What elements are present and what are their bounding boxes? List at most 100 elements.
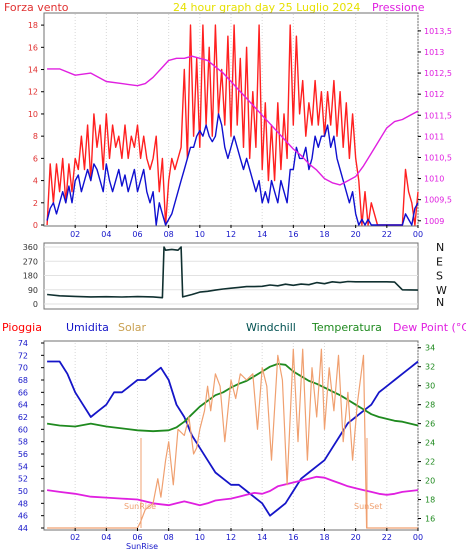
y-right-tick-label: 1010 (424, 175, 444, 184)
x-tick-label: 08 (164, 533, 174, 542)
y-left-tick-label: 2 (33, 199, 38, 208)
x-tick-label: 22 (382, 230, 392, 239)
x-tick-label: 04 (101, 230, 111, 239)
y-left-tick-label: 6 (33, 154, 38, 163)
panel2-gridlines (44, 246, 418, 305)
sun-markers: SunRise SunSet SunRise (124, 438, 382, 551)
y-left-tick-label: 64 (18, 401, 28, 410)
y-right-tick-label: 20 (425, 477, 435, 486)
compass-label: W (436, 284, 447, 297)
y-left-tick-label: 180 (23, 272, 38, 281)
panel3-series (46, 348, 419, 529)
y-left-tick-label: 50 (18, 487, 28, 496)
label-windchill: Windchill (246, 321, 296, 334)
y-right-tick-label: 18 (425, 496, 435, 505)
label-temperatura: Temperatura (311, 321, 382, 334)
y-left-tick-label: 58 (18, 438, 28, 447)
x-tick-label: 20 (351, 230, 361, 239)
compass-label: N (436, 241, 444, 254)
x-tick-label: 20 (351, 533, 361, 542)
x-tick-label: 02 (70, 533, 80, 542)
x-tick-label: 18 (319, 533, 329, 542)
x-tick-label: 22 (382, 533, 392, 542)
y-left-tick-label: 70 (18, 364, 28, 373)
sunrise-footer-label: SunRise (126, 542, 158, 551)
y-right-tick-label: 24 (425, 439, 435, 448)
panel1-x-axis: 02 04 06 08 10 12 14 16 18 20 22 00 (70, 225, 423, 239)
panel3-x-axis: 02 04 06 08 10 12 14 16 18 20 22 00 (70, 528, 423, 542)
y-left-tick-label: 60 (18, 425, 28, 434)
label-umidita: Umidita (66, 321, 109, 334)
y-left-tick-label: 10 (28, 110, 38, 119)
y-left-tick-label: 56 (18, 450, 28, 459)
y-right-tick-label: 32 (425, 363, 435, 372)
x-tick-label: 16 (288, 230, 298, 239)
pressione-series-line (47, 55, 419, 186)
x-tick-label: 06 (132, 230, 142, 239)
y-right-tick-label: 26 (425, 420, 435, 429)
sunrise-label: SunRise (124, 502, 156, 511)
y-left-tick-label: 44 (18, 524, 28, 533)
y-left-tick-label: 72 (18, 351, 28, 360)
y-right-tick-label: 1012 (424, 90, 444, 99)
panel2-left-axis: 0 90 180 270 360 (23, 243, 38, 309)
x-tick-label: 14 (257, 230, 267, 239)
label-dew-point: Dew Point (°C) (393, 321, 466, 334)
panel3-right-axis: 16 18 20 22 24 26 28 30 32 34 (418, 344, 435, 524)
y-left-tick-label: 18 (28, 21, 38, 30)
y-right-tick-label: 1010,5 (424, 153, 452, 162)
umidita-series-line (47, 360, 419, 517)
y-right-tick-label: 1009,5 (424, 196, 452, 205)
x-tick-label: 10 (195, 533, 205, 542)
panel-humidity-temp: Pioggia Umidita Solar Windchill Temperat… (2, 321, 466, 551)
y-left-tick-label: 8 (33, 132, 38, 141)
y-right-tick-label: 1009 (424, 217, 444, 226)
x-tick-label: 10 (195, 230, 205, 239)
y-left-tick-label: 16 (28, 43, 38, 52)
y-left-tick-label: 52 (18, 475, 28, 484)
forza-vento-gust-series-line (46, 24, 419, 226)
y-left-tick-label: 0 (33, 221, 38, 230)
x-tick-label: 14 (257, 533, 267, 542)
x-tick-label: 00 (413, 230, 423, 239)
y-left-tick-label: 54 (18, 462, 28, 471)
compass-label: N (436, 296, 444, 309)
x-tick-label: 06 (132, 533, 142, 542)
panel-wind-pressure: Forza vento 24 hour graph day 25 Luglio … (4, 1, 452, 239)
y-right-tick-label: 22 (425, 458, 435, 467)
y-right-tick-label: 1011 (424, 132, 444, 141)
y-left-tick-label: 4 (33, 177, 38, 186)
y-left-tick-label: 360 (23, 243, 38, 252)
y-right-tick-label: 1013,5 (424, 27, 452, 36)
direzione-vento-series-line (47, 246, 419, 299)
chart-title: 24 hour graph day 25 Luglio 2024 (173, 1, 360, 14)
panel2-series (47, 246, 419, 299)
y-right-tick-label: 1013 (424, 48, 444, 57)
panel3-left-axis: 44 46 48 50 52 54 56 58 60 62 64 66 68 70 72 74 (18, 339, 44, 533)
x-tick-label: 00 (413, 533, 423, 542)
y-right-tick-label: 16 (425, 515, 435, 524)
label-pressione: Pressione (372, 1, 425, 14)
y-right-tick-label: 34 (425, 344, 435, 353)
panel1-series (46, 24, 419, 226)
panel1-left-axis: 0 2 4 6 8 10 12 14 16 18 (28, 21, 44, 230)
label-solar: Solar (118, 321, 147, 334)
compass-label: E (436, 255, 443, 268)
y-left-tick-label: 68 (18, 376, 28, 385)
y-right-tick-label: 1012,5 (424, 69, 452, 78)
x-tick-label: 16 (288, 533, 298, 542)
x-tick-label: 12 (226, 533, 236, 542)
y-left-tick-label: 270 (23, 257, 38, 266)
y-left-tick-label: 14 (28, 66, 38, 75)
label-forza-vento: Forza vento (4, 1, 69, 14)
sunset-label: SunSet (354, 502, 382, 511)
y-left-tick-label: 12 (28, 88, 38, 97)
y-right-tick-label: 30 (425, 382, 435, 391)
dew-point-series-line (46, 475, 419, 507)
vento-medio-series-line (46, 113, 419, 226)
y-right-tick-label: 28 (425, 401, 435, 410)
x-tick-label: 04 (101, 533, 111, 542)
label-pioggia: Pioggia (2, 321, 42, 334)
